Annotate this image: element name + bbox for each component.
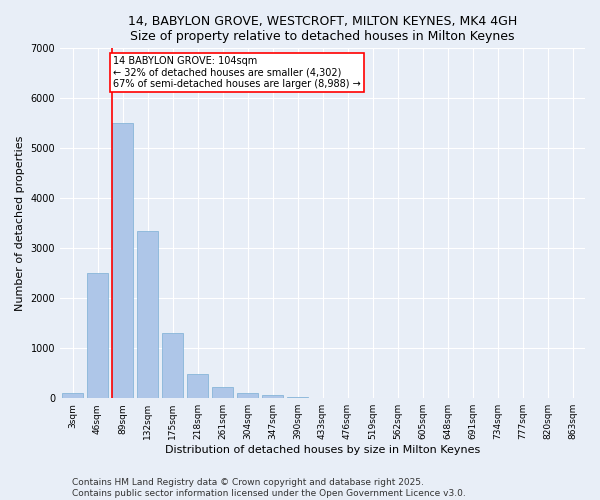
Bar (237, 393, 258, 398)
Title: 14, BABYLON GROVE, WESTCROFT, MILTON KEYNES, MK4 4GH
Size of property relative t: 14, BABYLON GROVE, WESTCROFT, MILTON KEY… (128, 15, 517, 43)
Text: 14 BABYLON GROVE: 104sqm
← 32% of detached houses are smaller (4,302)
67% of sem: 14 BABYLON GROVE: 104sqm ← 32% of detach… (113, 56, 361, 89)
Bar (137, 231, 158, 398)
Bar (212, 387, 233, 398)
Bar (87, 274, 108, 398)
Text: Contains HM Land Registry data © Crown copyright and database right 2025.
Contai: Contains HM Land Registry data © Crown c… (72, 478, 466, 498)
Bar (287, 396, 308, 398)
Bar (112, 124, 133, 398)
Bar (187, 374, 208, 398)
Bar (262, 396, 283, 398)
Bar (62, 393, 83, 398)
X-axis label: Distribution of detached houses by size in Milton Keynes: Distribution of detached houses by size … (165, 445, 480, 455)
Y-axis label: Number of detached properties: Number of detached properties (15, 136, 25, 311)
Bar (162, 333, 183, 398)
